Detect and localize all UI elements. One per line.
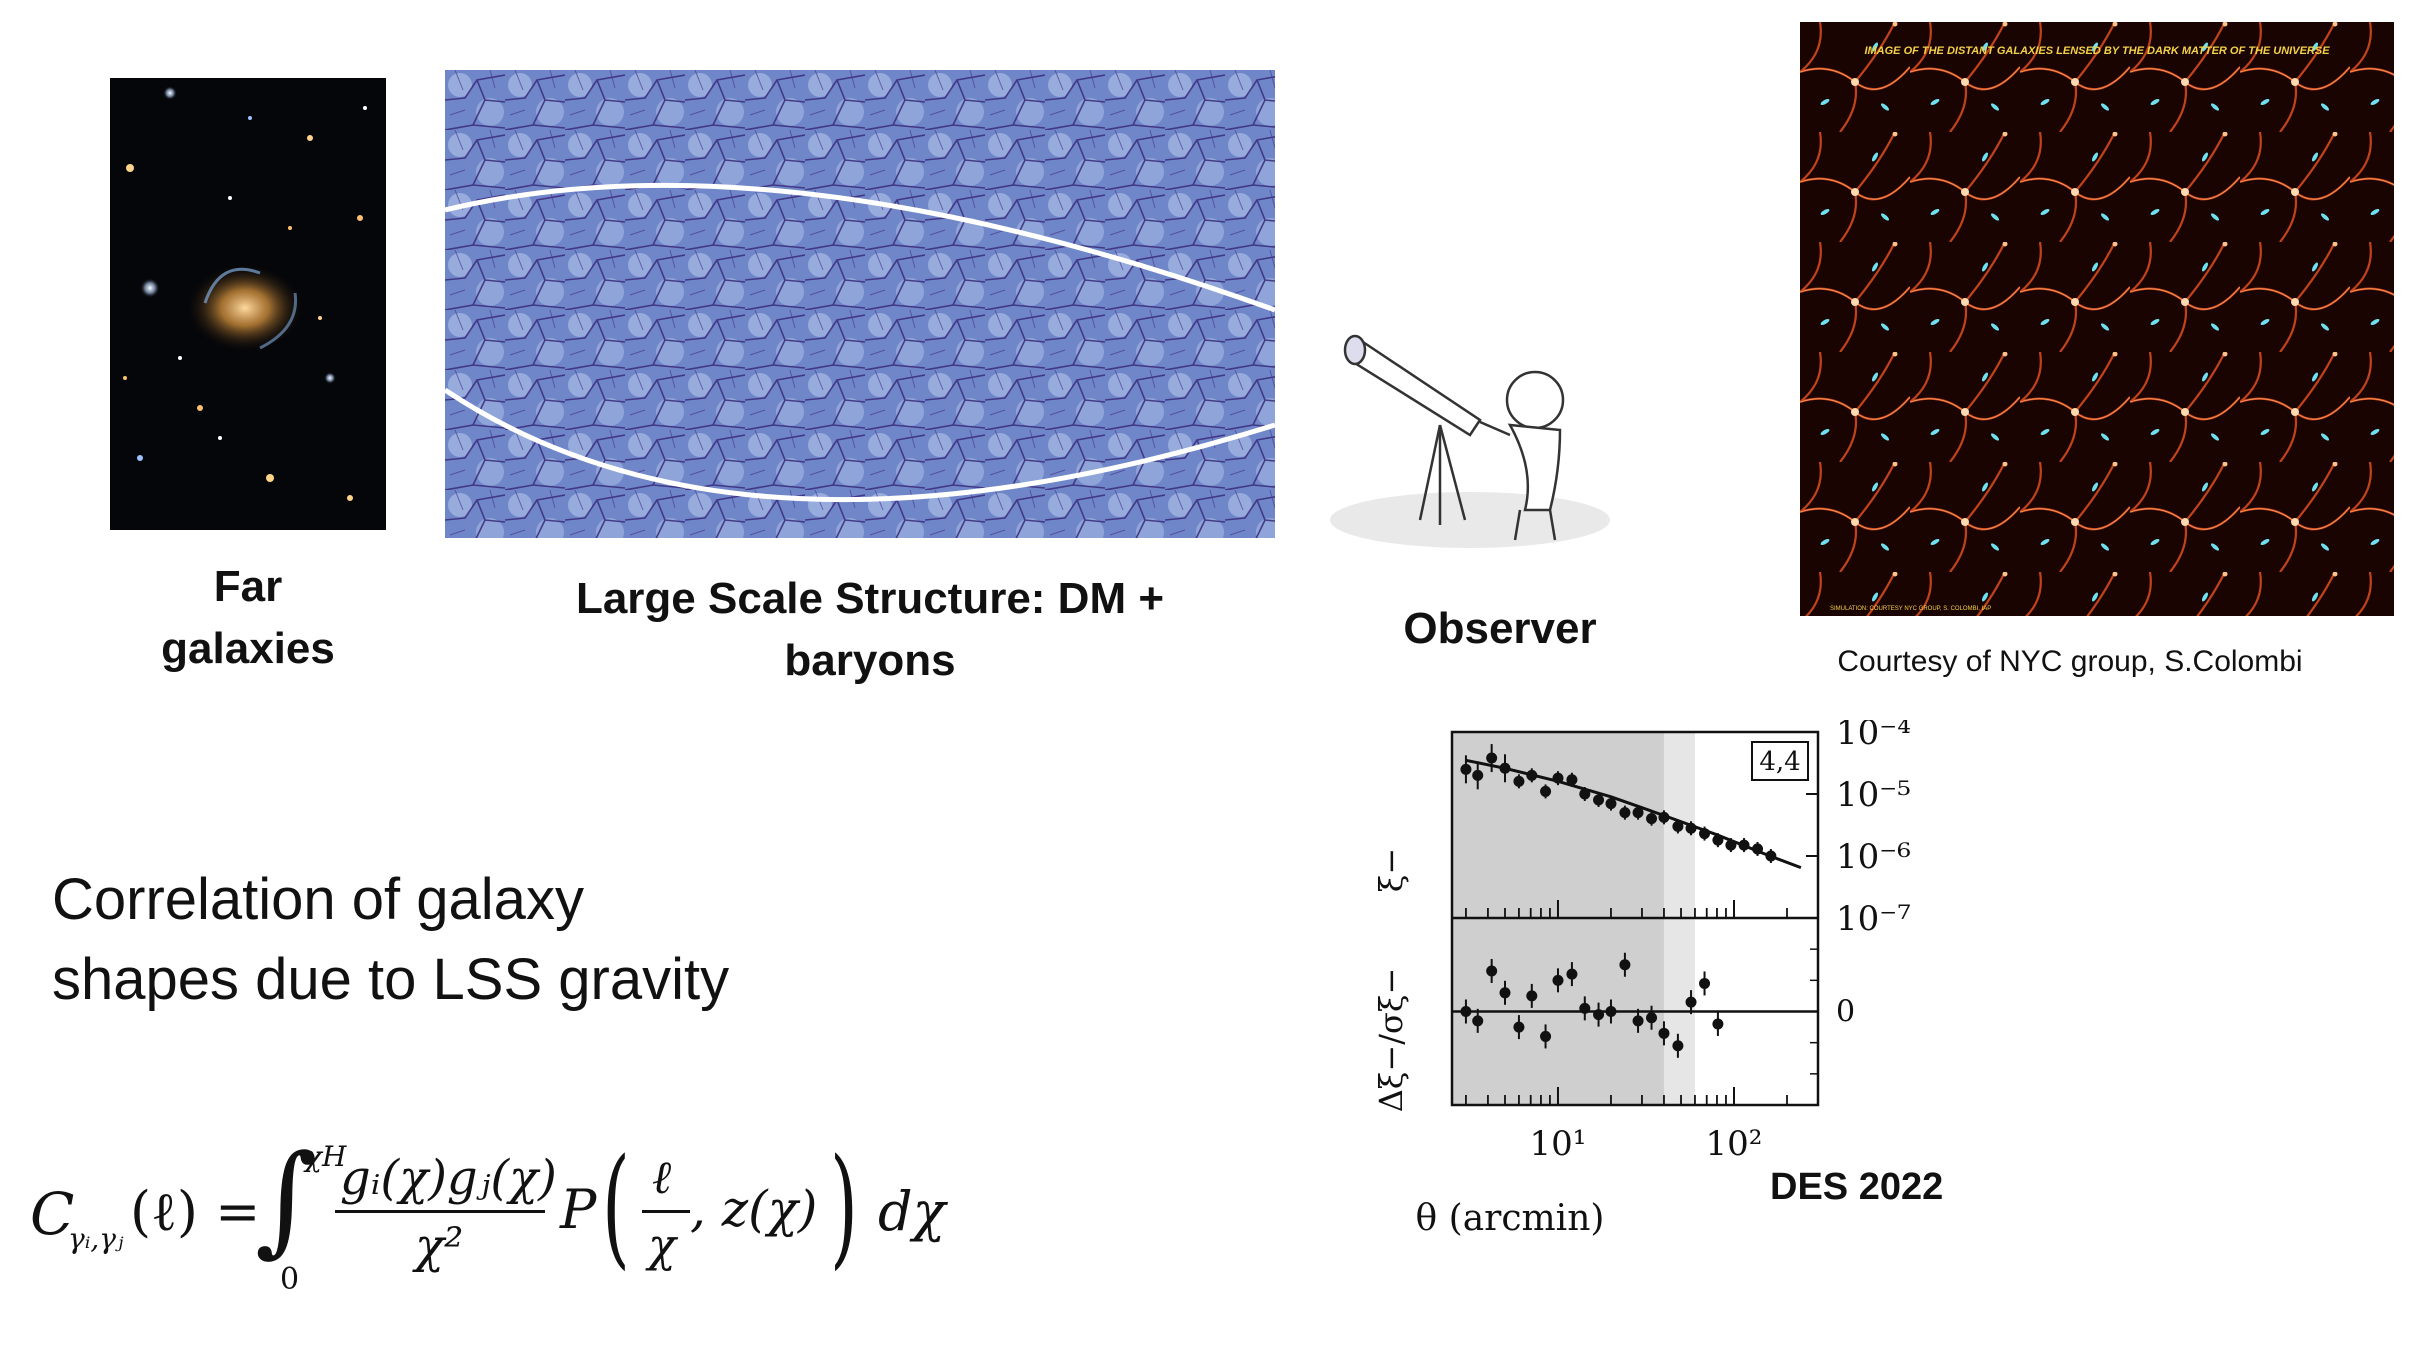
top-point-23: [1765, 850, 1777, 862]
formula-inner-fraction-bar: [642, 1210, 690, 1213]
bottom-point-12: [1619, 959, 1631, 971]
top-point-8: [1566, 774, 1578, 786]
correlation-line1: Correlation of galaxy: [52, 867, 584, 932]
formula-denominator: χ²: [415, 1218, 464, 1274]
lss-caption-line1: Large Scale Structure: DM +: [575, 574, 1165, 623]
formula-lower-limit: 0: [280, 1262, 300, 1297]
top-point-1: [1472, 769, 1484, 781]
y-bottom-tick-label-0: 0: [1836, 995, 1855, 1030]
top-point-3: [1499, 762, 1511, 774]
lss-caption-line2: baryons: [784, 636, 956, 685]
y-axis-label-top: ξ−: [1372, 848, 1410, 892]
x-tick-label-0: 10¹: [1530, 1124, 1587, 1164]
bottom-point-7: [1552, 974, 1564, 986]
formula-upper-limit: χH: [305, 1140, 347, 1173]
observer-caption: Observer: [1403, 604, 1597, 653]
power-spectrum-formula: C γᵢ,γⱼ (ℓ) = ∫ χH 0 gᵢ(χ)gⱼ(χ) χ² P ( ℓ…: [30, 1110, 1030, 1310]
formula-after-frac: , z(χ): [690, 1180, 818, 1238]
bottom-point-11: [1605, 1006, 1617, 1017]
des-2022-label: DES 2022: [1770, 1166, 1944, 1208]
y-axis-label-bottom: Δξ−/σξ−: [1372, 968, 1410, 1113]
top-point-2: [1486, 752, 1498, 764]
top-point-13: [1632, 807, 1644, 819]
bottom-point-15: [1658, 1027, 1670, 1039]
x-axis-label: θ (arcmin): [1416, 1198, 1605, 1239]
bottom-point-4: [1513, 1021, 1525, 1033]
far-galaxies-caption-line2: galaxies: [161, 624, 335, 673]
bottom-point-17: [1685, 996, 1697, 1008]
formula-fraction-bar: [335, 1210, 545, 1213]
correlation-statement: Correlation of galaxy shapes due to LSS …: [52, 860, 952, 1020]
formula-lhs-arg: (ℓ) =: [130, 1180, 261, 1243]
formula-close-paren: ): [830, 1130, 858, 1282]
bottom-point-16: [1672, 1040, 1684, 1052]
des-xi-minus-chart: 10¹ 10² 10⁻⁴ 10⁻⁵ 10⁻⁶ 10⁻⁷ 0 4,4 θ (arcmin) ξ…: [1360, 713, 1920, 1250]
formula-numerator: gᵢ(χ)gⱼ(χ): [340, 1150, 557, 1206]
top-point-10: [1593, 794, 1605, 806]
formula-open-paren: (: [602, 1130, 630, 1282]
far-galaxies-caption: Far galaxies: [100, 556, 396, 680]
x-tick-label-1: 10²: [1706, 1124, 1763, 1164]
top-point-22: [1752, 843, 1764, 855]
dark-matter-simulation-image: IMAGE OF THE DISTANT GALAXIES LENSED BY …: [1800, 22, 2394, 616]
formula-lhs-C: C: [30, 1180, 75, 1248]
top-point-20: [1725, 839, 1737, 851]
courtesy-caption: Courtesy of NYC group, S.Colombi: [1837, 645, 2303, 678]
top-point-14: [1646, 813, 1658, 825]
simulation-overlay-credit: SIMULATION: COURTESY NYC GROUP, S. COLOM…: [1830, 606, 1991, 612]
observer-telescope-icon: [1320, 310, 1620, 550]
bottom-point-6: [1540, 1030, 1552, 1042]
bottom-point-1: [1472, 1015, 1484, 1027]
large-scale-structure-image: [445, 70, 1275, 538]
far-galaxies-caption-line1: Far: [213, 562, 283, 611]
correlation-line2: shapes due to LSS gravity: [52, 947, 730, 1012]
top-point-18: [1699, 828, 1711, 840]
bottom-point-9: [1579, 1002, 1591, 1014]
y-top-tick-label-0: 10⁻⁴: [1836, 720, 1911, 753]
y-top-tick-label-3: 10⁻⁷: [1836, 899, 1911, 939]
formula-P: P: [560, 1178, 597, 1241]
bottom-point-10: [1593, 1009, 1605, 1021]
top-point-0: [1460, 763, 1472, 775]
top-point-19: [1712, 834, 1724, 846]
bottom-point-13: [1632, 1015, 1644, 1027]
top-point-12: [1619, 807, 1631, 819]
top-point-7: [1552, 772, 1564, 784]
bottom-point-14: [1646, 1012, 1658, 1024]
bottom-point-8: [1566, 968, 1578, 980]
formula-frac-num: ℓ: [652, 1150, 672, 1204]
top-point-16: [1672, 820, 1684, 832]
formula-integral: ∫: [255, 1130, 318, 1269]
far-galaxies-image: [110, 78, 386, 530]
top-point-21: [1738, 839, 1750, 851]
top-point-6: [1540, 785, 1552, 797]
bottom-point-2: [1486, 965, 1498, 977]
bottom-point-5: [1526, 990, 1538, 1002]
simulation-overlay-title: IMAGE OF THE DISTANT GALAXIES LENSED BY …: [1864, 45, 2330, 57]
panel-label: 4,4: [1759, 747, 1800, 777]
top-point-5: [1526, 769, 1538, 781]
lss-caption: Large Scale Structure: DM + baryons: [470, 568, 1270, 692]
y-top-tick-label-1: 10⁻⁵: [1836, 775, 1911, 815]
bottom-point-3: [1499, 987, 1511, 999]
bottom-point-18: [1699, 977, 1711, 989]
panel-label-box: [1751, 741, 1809, 781]
top-point-11: [1605, 798, 1617, 810]
top-point-9: [1579, 788, 1591, 800]
top-point-17: [1685, 822, 1697, 834]
bottom-point-0: [1460, 1006, 1472, 1017]
bottom-point-19: [1712, 1018, 1724, 1030]
formula-dchi: dχ: [878, 1180, 946, 1243]
formula-frac-den: χ: [648, 1218, 676, 1272]
formula-lhs-sub: γᵢ,γⱼ: [68, 1222, 124, 1255]
top-point-4: [1513, 775, 1525, 787]
top-point-15: [1658, 811, 1670, 823]
y-top-tick-label-2: 10⁻⁶: [1836, 837, 1911, 877]
